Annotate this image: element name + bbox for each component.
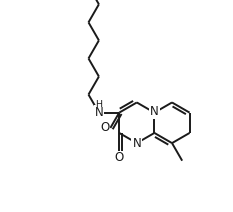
Text: N: N <box>95 106 103 119</box>
Text: N: N <box>150 105 159 119</box>
Text: N: N <box>132 137 141 150</box>
Text: O: O <box>100 121 110 134</box>
Text: O: O <box>115 152 124 165</box>
Text: H: H <box>95 100 103 109</box>
